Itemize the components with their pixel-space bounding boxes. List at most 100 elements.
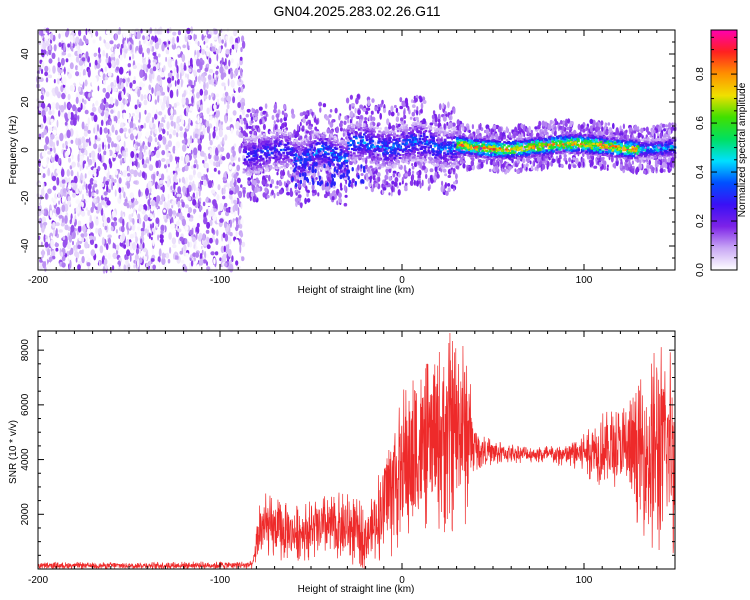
signal-halo-cell <box>659 168 664 174</box>
signal-halo-cell <box>271 189 274 196</box>
noise-cell <box>38 100 42 108</box>
noise-cell <box>176 125 180 133</box>
noise-cell <box>170 185 173 191</box>
noise-cell <box>161 193 165 202</box>
noise-cell <box>58 110 61 117</box>
noise-cell <box>71 56 76 61</box>
noise-cell <box>158 134 163 141</box>
noise-cell <box>138 217 142 225</box>
signal-halo-cell <box>417 177 421 182</box>
signal-halo-cell <box>394 177 399 183</box>
signal-halo-cell <box>339 198 342 204</box>
noise-cell <box>105 243 109 251</box>
noise-cell <box>117 119 120 124</box>
noise-cell <box>114 40 119 45</box>
signal-halo-cell <box>351 178 355 184</box>
signal-core-cell <box>251 166 254 169</box>
noise-cell <box>219 203 224 212</box>
noise-cell <box>43 144 48 151</box>
signal-halo-cell <box>397 112 400 117</box>
noise-cell <box>61 255 66 262</box>
signal-halo-cell <box>544 121 548 128</box>
noise-cell <box>229 48 232 54</box>
noise-cell <box>120 159 122 166</box>
signal-halo-cell <box>365 110 369 115</box>
noise-cell <box>81 136 86 144</box>
noise-cell <box>145 158 150 165</box>
noise-cell <box>239 256 242 264</box>
noise-cell <box>231 44 235 50</box>
noise-cell <box>138 125 140 129</box>
signal-halo-cell <box>569 121 573 128</box>
noise-cell <box>55 136 60 141</box>
noise-cell <box>205 229 210 234</box>
signal-halo-cell <box>420 108 423 114</box>
signal-halo-cell <box>431 114 435 120</box>
noise-cell <box>173 121 176 129</box>
noise-cell <box>216 229 219 237</box>
noise-cell <box>85 196 90 202</box>
signal-halo-cell <box>572 157 576 161</box>
signal-halo-cell <box>633 130 637 134</box>
signal-halo-cell <box>370 187 375 193</box>
noise-cell <box>222 195 226 200</box>
noise-cell <box>240 184 243 188</box>
signal-core-cell <box>279 155 283 158</box>
signal-halo-cell <box>434 165 438 173</box>
noise-cell <box>48 256 53 262</box>
noise-cell <box>144 31 149 37</box>
signal-halo-cell <box>419 96 423 103</box>
signal-core-cell <box>411 139 415 142</box>
noise-cell <box>64 215 68 224</box>
signal-halo-cell <box>436 173 440 179</box>
noise-cell <box>140 94 144 101</box>
noise-cell <box>94 59 98 66</box>
noise-cell <box>202 179 208 187</box>
noise-cell <box>111 256 114 263</box>
signal-halo-cell <box>364 186 368 190</box>
signal-core-cell <box>282 148 286 151</box>
signal-halo-cell <box>393 181 398 187</box>
noise-cell <box>69 70 74 74</box>
noise-cell <box>226 95 231 102</box>
noise-cell <box>119 241 124 247</box>
noise-cell <box>116 249 119 255</box>
noise-cell <box>169 89 174 99</box>
noise-cell <box>122 98 126 105</box>
noise-cell <box>197 138 201 145</box>
noise-cell <box>168 208 173 217</box>
noise-cell <box>57 192 61 199</box>
signal-halo-cell <box>314 126 318 131</box>
noise-cell <box>157 146 160 150</box>
noise-cell <box>168 133 172 139</box>
noise-cell <box>107 234 112 239</box>
noise-cell <box>219 218 224 223</box>
signal-halo-cell <box>253 179 257 186</box>
signal-halo-cell <box>414 97 418 103</box>
signal-halo-cell <box>302 182 306 188</box>
noise-cell <box>168 40 171 45</box>
noise-cell <box>120 82 124 90</box>
noise-cell <box>167 107 172 116</box>
noise-cell <box>39 123 44 129</box>
noise-cell <box>39 66 42 71</box>
noise-cell <box>77 107 82 113</box>
signal-halo-cell <box>331 119 335 123</box>
noise-cell <box>164 114 167 120</box>
noise-cell <box>45 77 49 83</box>
noise-cell <box>48 110 52 116</box>
noise-cell <box>110 53 115 58</box>
signal-halo-cell <box>408 109 411 115</box>
noise-cell <box>93 143 98 150</box>
noise-cell <box>67 73 72 79</box>
noise-cell <box>159 200 163 205</box>
noise-cell <box>204 89 208 96</box>
noise-cell <box>148 164 154 172</box>
noise-cell <box>77 161 80 168</box>
signal-halo-cell <box>264 103 268 109</box>
signal-halo-cell <box>247 177 252 181</box>
noise-cell <box>172 191 175 196</box>
noise-cell <box>173 102 177 108</box>
noise-cell <box>155 263 160 273</box>
signal-halo-cell <box>416 106 419 111</box>
